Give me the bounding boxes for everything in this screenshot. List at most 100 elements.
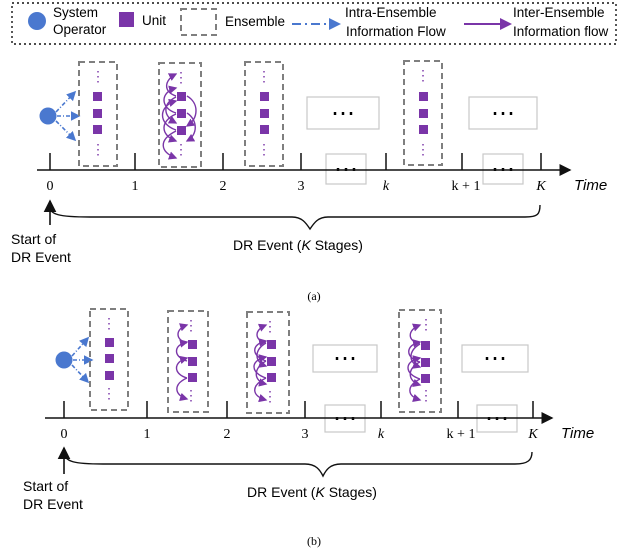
panel-b-unit-icon xyxy=(267,340,276,349)
panel-a-unit-icon xyxy=(177,92,186,101)
panel-a-unit-icon xyxy=(93,125,102,134)
panel-b-dr-event-prefix: DR Event ( xyxy=(247,484,316,500)
panel-a-tick-label-k: k xyxy=(383,179,390,194)
panel-a-inter-flow-arrows xyxy=(161,73,197,160)
panel-b-unit-icon xyxy=(105,354,114,363)
panel-a-tick-label-2: 2 xyxy=(220,179,227,194)
panel-a-dr-event-variable: K xyxy=(301,237,311,253)
panel-a-unit-icon xyxy=(419,109,428,118)
panel-a-ellipsis-box-upper-left xyxy=(306,96,380,130)
panel-a-ensemble-box-3 xyxy=(244,61,284,167)
panel-b-time-label: Time xyxy=(561,425,594,442)
panel-b-ellipsis-box-upper-left xyxy=(312,344,378,373)
panel-a-ensemble-box-2 xyxy=(158,62,202,168)
panel-b-tick-label-K: K xyxy=(527,427,538,442)
legend-intra-label-line1: Intra-Ensemble xyxy=(345,5,437,20)
panel-a-ensemble-box-k xyxy=(403,60,443,166)
panel-a-vertical-ellipsis: ⋮ xyxy=(174,69,188,85)
panel-b-ellipsis-text: ⋯ xyxy=(483,345,507,372)
panel-a-start-label-line1: Start of xyxy=(11,231,56,247)
panel-b-unit-icon xyxy=(421,374,430,383)
panel-b-vertical-ellipsis: ⋮ xyxy=(184,387,198,403)
panel-b-ellipsis-box-upper-right xyxy=(461,344,529,373)
panel-a-dr-event-prefix: DR Event ( xyxy=(233,237,302,253)
panel-b-unit-icon xyxy=(188,340,197,349)
panel-a-dr-event-brace xyxy=(48,204,541,231)
panel-a-vertical-ellipsis: ⋮ xyxy=(174,141,188,157)
panel-b: ⋮ ⋮ ⋮ ⋮ ⋮ ⋮ xyxy=(23,308,594,548)
panel-b-intra-flow-arrow xyxy=(71,364,90,384)
panel-a-caption: (a) xyxy=(307,289,320,303)
panel-a-unit-icon xyxy=(93,109,102,118)
panel-a-vertical-ellipsis: ⋮ xyxy=(91,68,105,84)
panel-a-tick-label-k-plus-1: k + 1 xyxy=(452,179,481,194)
panel-a-tick-label-3: 3 xyxy=(298,179,305,194)
panel-b-vertical-ellipsis: ⋮ xyxy=(102,385,116,401)
panel-b-timeline-ticks xyxy=(63,401,534,418)
panel-b-start-label-line2: DR Event xyxy=(23,496,83,512)
panel-a-unit-icon xyxy=(93,92,102,101)
panel-a-vertical-ellipsis: ⋮ xyxy=(91,141,105,157)
panel-a: ⋮ ⋮ ⋮ ⋮ ⋮ xyxy=(11,60,607,303)
panel-a-intra-flow-arrow xyxy=(55,120,77,142)
panel-b-dr-event-label: DR Event (K Stages) xyxy=(247,484,377,500)
panel-b-tick-label-2: 2 xyxy=(224,427,231,442)
panel-b-tick-label-0: 0 xyxy=(61,427,68,442)
legend-unit-label: Unit xyxy=(142,13,166,28)
panel-a-unit-icon xyxy=(260,92,269,101)
panel-a-unit-icon xyxy=(177,109,186,118)
panel-b-unit-icon xyxy=(105,371,114,380)
panel-b-tick-label-k-plus-1: k + 1 xyxy=(447,427,476,442)
panel-a-dr-event-suffix: Stages) xyxy=(311,237,363,253)
panel-a-ensemble-box-1 xyxy=(78,61,118,167)
panel-b-unit-icon xyxy=(421,358,430,367)
panel-b-inter-flow-arrows xyxy=(407,323,422,402)
legend-unit-icon xyxy=(119,12,134,27)
panel-a-unit-icon xyxy=(419,92,428,101)
panel-b-ensemble-box-3 xyxy=(246,311,290,414)
panel-b-caption: (b) xyxy=(307,534,321,548)
panel-b-vertical-ellipsis: ⋮ xyxy=(102,315,116,331)
panel-a-system-operator-icon xyxy=(39,107,57,125)
legend: System Operator Unit Ensemble Intra-Ense… xyxy=(11,2,617,45)
panel-a-intra-flow-arrow xyxy=(55,90,77,113)
panel-a-ellipsis-text: ⋯ xyxy=(491,100,515,127)
panel-b-unit-icon xyxy=(421,341,430,350)
panel-b-tick-label-3: 3 xyxy=(302,427,309,442)
panel-b-start-label-line1: Start of xyxy=(23,478,68,494)
panel-a-vertical-ellipsis: ⋮ xyxy=(257,68,271,84)
panel-a-ellipsis-box-lower-right xyxy=(482,153,524,185)
legend-frame xyxy=(11,2,617,45)
panel-b-ensemble-box-2 xyxy=(167,310,209,413)
panel-a-tick-label-1: 1 xyxy=(132,179,139,194)
panel-b-tick-label-1: 1 xyxy=(144,427,151,442)
legend-system-operator-icon xyxy=(28,12,46,30)
panel-a-tick-label-0: 0 xyxy=(47,179,54,194)
panel-a-unit-icon xyxy=(260,125,269,134)
legend-inter-label-line2: Information flow xyxy=(513,24,609,39)
panel-a-vertical-ellipsis: ⋮ xyxy=(257,141,271,157)
panel-a-tick-label-K: K xyxy=(535,179,546,194)
panel-b-unit-icon xyxy=(188,357,197,366)
panel-a-ellipsis-box-upper-right xyxy=(468,96,538,130)
panel-b-intra-flow-arrow xyxy=(71,336,90,357)
legend-intra-label-line2: Information Flow xyxy=(346,24,446,39)
panel-b-dr-event-variable: K xyxy=(315,484,325,500)
legend-system-operator-label-line1: System xyxy=(53,5,98,20)
panel-a-vertical-ellipsis: ⋮ xyxy=(416,67,430,83)
legend-system-operator-label-line2: Operator xyxy=(53,22,107,37)
legend-inter-label-line1: Inter-Ensemble xyxy=(513,5,605,20)
panel-b-tick-label-k: k xyxy=(378,427,385,442)
panel-b-ensemble-box-k xyxy=(398,309,442,413)
panel-a-timeline-ticks xyxy=(49,153,542,170)
panel-b-unit-icon xyxy=(267,357,276,366)
panel-b-unit-icon xyxy=(105,338,114,347)
panel-b-inter-flow-arrows xyxy=(253,323,268,403)
panel-b-ellipsis-text: ⋯ xyxy=(333,345,357,372)
panel-b-vertical-ellipsis: ⋮ xyxy=(419,316,433,332)
panel-b-unit-icon xyxy=(188,373,197,382)
panel-a-dr-event-label: DR Event (K Stages) xyxy=(233,237,363,253)
panel-b-vertical-ellipsis: ⋮ xyxy=(419,387,433,403)
